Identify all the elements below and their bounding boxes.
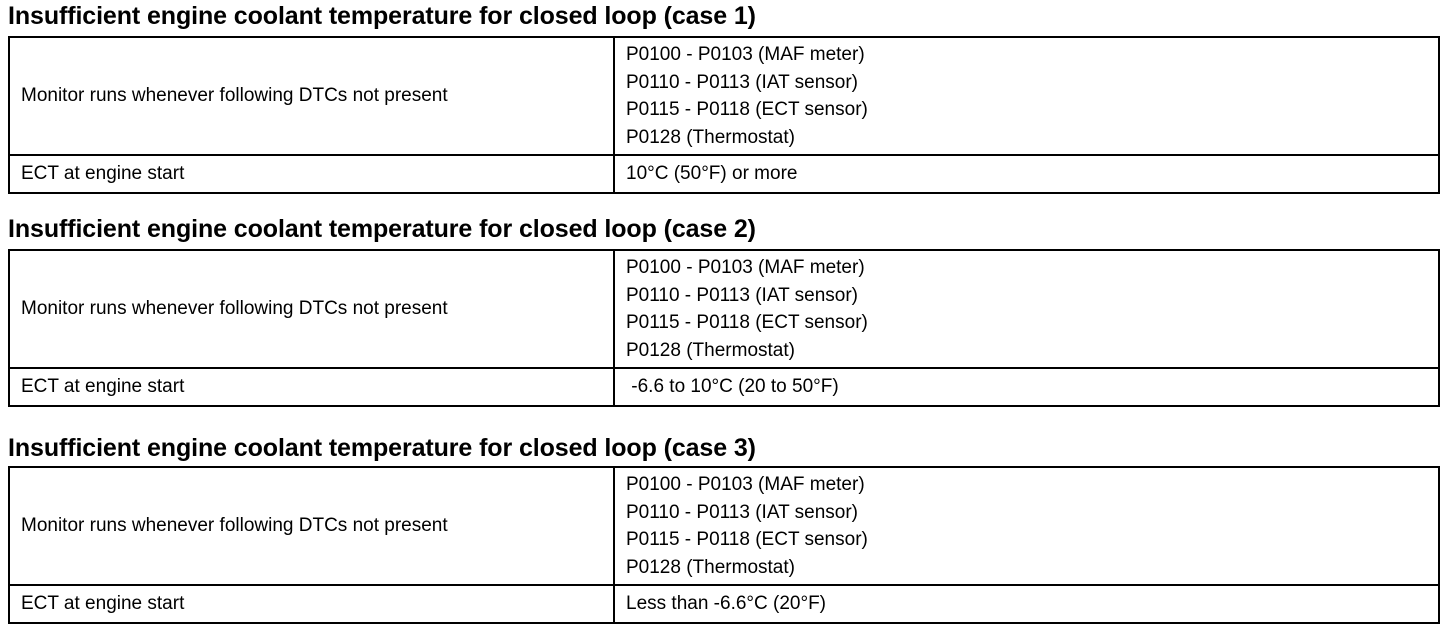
- section-title: Insufficient engine coolant temperature …: [8, 434, 756, 462]
- table-row: Monitor runs whenever following DTCs not…: [8, 466, 1440, 586]
- ect-value: Less than -6.6°C (20°F): [613, 584, 1440, 624]
- case-1-section: Insufficient engine coolant temperature …: [8, 2, 1440, 194]
- dtc-thermostat: P0128 (Thermostat): [626, 556, 795, 578]
- conditions-table: Monitor runs whenever following DTCs not…: [8, 36, 1440, 194]
- dtc-list: P0100 - P0103 (MAF meter) P0110 - P0113 …: [613, 466, 1440, 586]
- dtc-list: P0100 - P0103 (MAF meter) P0110 - P0113 …: [613, 36, 1440, 156]
- section-title: Insufficient engine coolant temperature …: [8, 215, 756, 243]
- ect-label: ECT at engine start: [8, 584, 615, 624]
- case-2-section: Insufficient engine coolant temperature …: [8, 215, 1440, 407]
- dtc-list: P0100 - P0103 (MAF meter) P0110 - P0113 …: [613, 249, 1440, 369]
- table-row: Monitor runs whenever following DTCs not…: [8, 249, 1440, 369]
- conditions-table: Monitor runs whenever following DTCs not…: [8, 249, 1440, 407]
- dtc-iat-sensor: P0110 - P0113 (IAT sensor): [626, 501, 858, 523]
- dtc-thermostat: P0128 (Thermostat): [626, 339, 795, 361]
- table-row: ECT at engine start Less than -6.6°C (20…: [8, 584, 1440, 624]
- dtc-condition-label: Monitor runs whenever following DTCs not…: [8, 466, 615, 586]
- dtc-iat-sensor: P0110 - P0113 (IAT sensor): [626, 71, 858, 93]
- ect-label: ECT at engine start: [8, 154, 615, 194]
- section-title: Insufficient engine coolant temperature …: [8, 2, 756, 30]
- dtc-maf-meter: P0100 - P0103 (MAF meter): [626, 257, 865, 278]
- ect-value: 10°C (50°F) or more: [613, 154, 1440, 194]
- ect-value: -6.6 to 10°C (20 to 50°F): [613, 367, 1440, 407]
- case-3-section: Insufficient engine coolant temperature …: [8, 434, 1440, 624]
- conditions-table: Monitor runs whenever following DTCs not…: [8, 466, 1440, 624]
- dtc-ect-sensor: P0115 - P0118 (ECT sensor): [626, 99, 868, 120]
- dtc-condition-label: Monitor runs whenever following DTCs not…: [8, 249, 615, 369]
- dtc-iat-sensor: P0110 - P0113 (IAT sensor): [626, 284, 858, 306]
- ect-label: ECT at engine start: [8, 367, 615, 407]
- table-row: ECT at engine start -6.6 to 10°C (20 to …: [8, 367, 1440, 407]
- table-row: Monitor runs whenever following DTCs not…: [8, 36, 1440, 156]
- table-row: ECT at engine start 10°C (50°F) or more: [8, 154, 1440, 194]
- dtc-maf-meter: P0100 - P0103 (MAF meter): [626, 44, 865, 65]
- dtc-thermostat: P0128 (Thermostat): [626, 126, 795, 148]
- dtc-ect-sensor: P0115 - P0118 (ECT sensor): [626, 312, 868, 333]
- dtc-ect-sensor: P0115 - P0118 (ECT sensor): [626, 529, 868, 550]
- dtc-condition-label: Monitor runs whenever following DTCs not…: [8, 36, 615, 156]
- dtc-maf-meter: P0100 - P0103 (MAF meter): [626, 474, 865, 495]
